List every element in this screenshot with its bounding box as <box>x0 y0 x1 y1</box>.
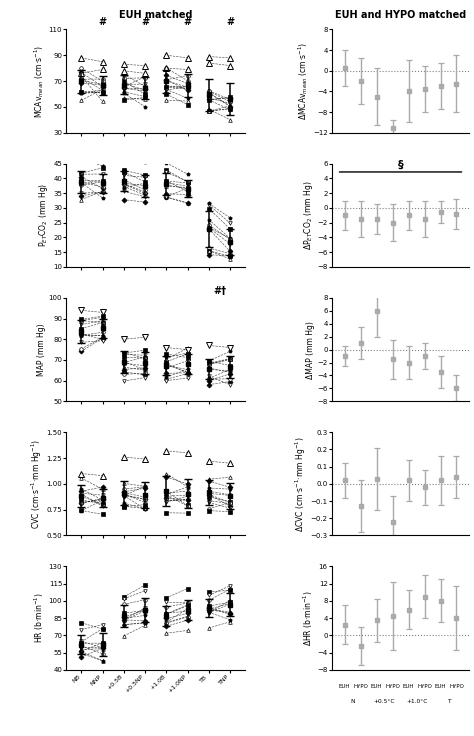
Text: EUH: EUH <box>435 684 446 689</box>
Y-axis label: ΔMCAv$_{mean}$ (cm·s$^{-1}$): ΔMCAv$_{mean}$ (cm·s$^{-1}$) <box>296 42 310 120</box>
Text: HYPO: HYPO <box>353 684 368 689</box>
Text: EUH: EUH <box>403 684 414 689</box>
Y-axis label: CVC (cm·s$^{-1}$·mm Hg$^{-1}$): CVC (cm·s$^{-1}$·mm Hg$^{-1}$) <box>29 439 44 529</box>
Text: EUH: EUH <box>339 684 350 689</box>
Text: HYPO: HYPO <box>417 684 432 689</box>
Y-axis label: HR (b·min$^{-1}$): HR (b·min$^{-1}$) <box>33 592 46 643</box>
Text: N: N <box>350 698 355 704</box>
Y-axis label: ΔCVC (cm·s$^{-1}$·mm Hg$^{-1}$): ΔCVC (cm·s$^{-1}$·mm Hg$^{-1}$) <box>293 436 308 531</box>
Text: #: # <box>99 18 107 27</box>
Title: EUH matched: EUH matched <box>119 10 192 21</box>
Text: #: # <box>183 18 191 27</box>
Text: +1.0°C: +1.0°C <box>406 698 427 704</box>
Text: EUH: EUH <box>371 684 383 689</box>
Text: #: # <box>141 18 149 27</box>
Text: §: § <box>398 160 403 170</box>
Text: T: T <box>447 698 450 704</box>
Y-axis label: MAP (mm Hg): MAP (mm Hg) <box>37 323 46 376</box>
Text: HYPO: HYPO <box>449 684 464 689</box>
Y-axis label: MCAv$_{mean}$ (cm·s$^{-1}$): MCAv$_{mean}$ (cm·s$^{-1}$) <box>32 45 46 118</box>
Y-axis label: ΔHR (b·min$^{-1}$): ΔHR (b·min$^{-1}$) <box>301 590 315 646</box>
Text: #†: #† <box>213 286 226 296</box>
Y-axis label: ΔP$_{ET}$CO$_2$ (mm Hg): ΔP$_{ET}$CO$_2$ (mm Hg) <box>301 180 315 250</box>
Y-axis label: P$_{ET}$CO$_2$ (mm Hg): P$_{ET}$CO$_2$ (mm Hg) <box>37 183 50 247</box>
Y-axis label: ΔMAP (mm Hg): ΔMAP (mm Hg) <box>306 321 315 378</box>
Text: HYPO: HYPO <box>385 684 400 689</box>
Text: +0.5°C: +0.5°C <box>374 698 395 704</box>
Text: #: # <box>226 18 234 27</box>
Title: EUH and HYPO matched: EUH and HYPO matched <box>335 10 466 21</box>
